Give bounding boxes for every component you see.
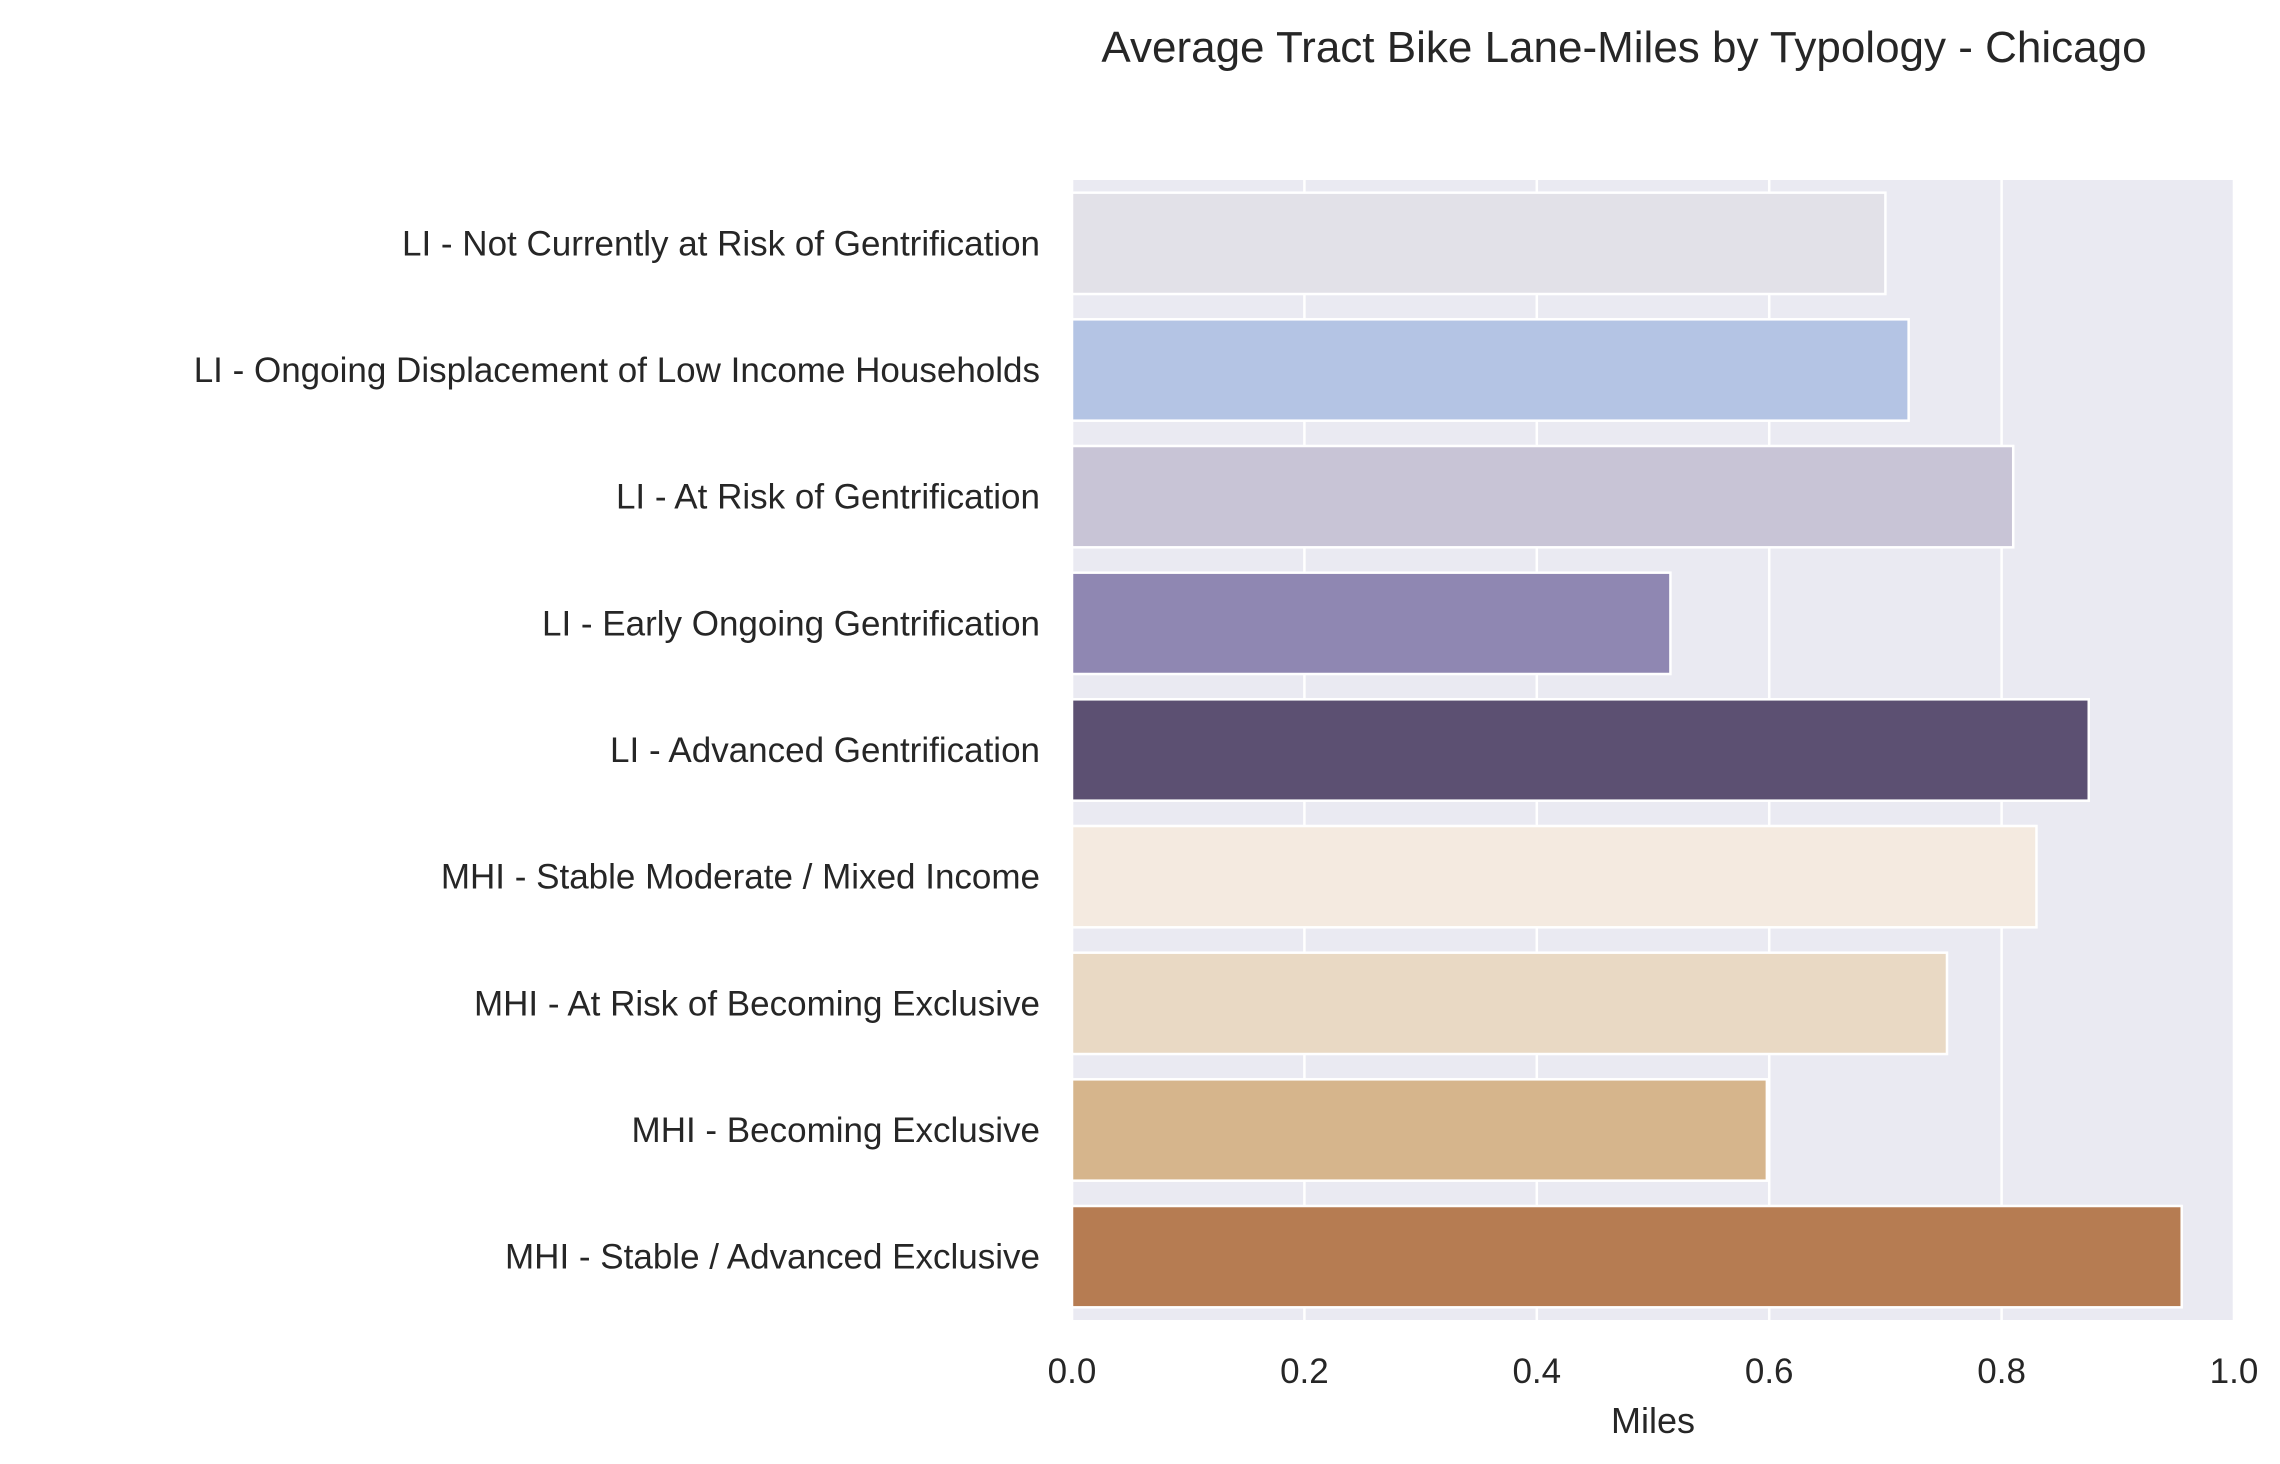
x-tick-label: 0.0 xyxy=(1048,1352,1097,1391)
bars xyxy=(1070,191,2183,1309)
bar xyxy=(1070,571,1672,676)
bar xyxy=(1070,444,2015,549)
bar xyxy=(1070,1204,2183,1309)
chart-title: Average Tract Bike Lane-Miles by Typolog… xyxy=(1101,23,2146,72)
bar xyxy=(1070,1078,1769,1182)
bar xyxy=(1070,698,2090,802)
bar xyxy=(1070,951,1949,1056)
x-tick-label: 0.6 xyxy=(1745,1352,1794,1391)
x-tick-label: 0.2 xyxy=(1280,1352,1329,1391)
category-label: MHI - Stable / Advanced Exclusive xyxy=(505,1238,1040,1277)
bar xyxy=(1070,824,2038,929)
category-label: LI - Advanced Gentrification xyxy=(610,731,1040,770)
category-label: LI - At Risk of Gentrification xyxy=(616,478,1040,517)
category-labels: LI - Not Currently at Risk of Gentrifica… xyxy=(194,224,1040,1276)
category-label: LI - Early Ongoing Gentrification xyxy=(542,604,1040,643)
x-tick-labels: 0.0 0.2 0.4 0.6 0.8 1.0 xyxy=(1048,1352,2259,1391)
bar xyxy=(1070,318,1910,422)
x-tick-label: 0.4 xyxy=(1512,1352,1561,1391)
x-axis-label: Miles xyxy=(1611,1400,1695,1441)
x-tick-label: 1.0 xyxy=(2210,1352,2259,1391)
x-tick-label: 0.8 xyxy=(1977,1352,2026,1391)
category-label: LI - Ongoing Displacement of Low Income … xyxy=(194,351,1040,390)
category-label: MHI - At Risk of Becoming Exclusive xyxy=(474,984,1040,1023)
category-label: LI - Not Currently at Risk of Gentrifica… xyxy=(402,224,1040,263)
category-label: MHI - Stable Moderate / Mixed Income xyxy=(441,858,1040,897)
category-label: MHI - Becoming Exclusive xyxy=(632,1111,1040,1150)
bar xyxy=(1070,191,1887,296)
